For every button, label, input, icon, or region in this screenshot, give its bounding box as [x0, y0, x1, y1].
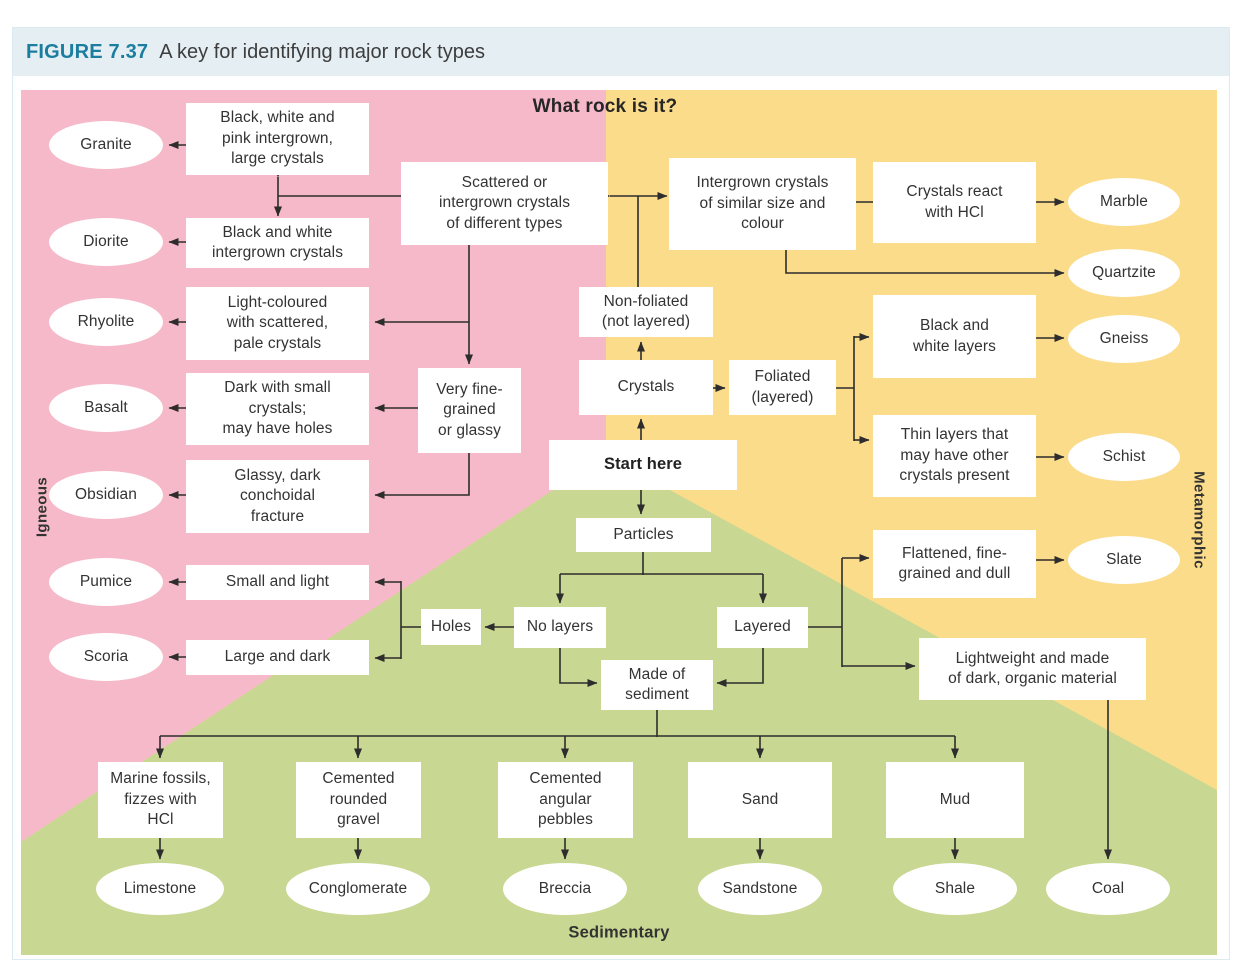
node-quartzite: Quartzite — [1068, 249, 1180, 297]
node-gneiss: Gneiss — [1068, 315, 1180, 363]
node-limestone: Limestone — [96, 863, 224, 915]
region-label-sedimentary: Sedimentary — [568, 923, 670, 942]
node-marine-fossils: Marine fossils, fizzes with HCl — [98, 762, 223, 838]
node-basalt: Basalt — [49, 384, 163, 432]
node-non-foliated: Non-foliated (not layered) — [579, 287, 713, 337]
node-start-here: Start here — [549, 440, 737, 490]
node-pumice-desc: Small and light — [186, 565, 369, 600]
node-rhyolite-desc: Light-coloured with scattered, pale crys… — [186, 287, 369, 360]
node-no-layers: No layers — [514, 607, 606, 648]
node-rhyolite: Rhyolite — [49, 298, 163, 346]
node-shale: Shale — [893, 863, 1017, 915]
node-scoria: Scoria — [49, 633, 163, 681]
node-foliated: Foliated (layered) — [729, 360, 836, 415]
node-diorite: Diorite — [49, 218, 163, 266]
node-pumice: Pumice — [49, 558, 163, 606]
figure-title: A key for identifying major rock types — [159, 40, 485, 63]
node-thin-layers: Thin layers that may have other crystals… — [873, 415, 1036, 497]
node-obsidian: Obsidian — [49, 471, 163, 519]
node-granite: Granite — [49, 121, 163, 169]
node-intergrown-similar: Intergrown crystals of similar size and … — [669, 158, 856, 250]
node-layered: Layered — [717, 607, 808, 648]
node-coal: Coal — [1046, 863, 1170, 915]
node-cemented-angular: Cemented angular pebbles — [498, 762, 633, 838]
node-holes: Holes — [421, 609, 481, 645]
rock-key-diagram: What rock is it? Granite Black, white and… — [21, 90, 1217, 955]
figure-header-band: FIGURE 7.37 A key for identifying major … — [13, 28, 1229, 76]
node-particles: Particles — [576, 518, 711, 552]
node-sand: Sand — [688, 762, 832, 838]
node-granite-desc: Black, white and pink intergrown, large … — [186, 103, 369, 175]
node-scoria-desc: Large and dark — [186, 640, 369, 675]
node-hcl-react: Crystals react with HCl — [873, 162, 1036, 243]
node-slate: Slate — [1068, 536, 1180, 584]
node-made-of-sediment: Made of sediment — [601, 660, 713, 710]
region-label-metamorphic: Metamorphic — [1190, 471, 1208, 569]
figure-number-label: FIGURE 7.37 — [26, 40, 149, 63]
node-mud: Mud — [886, 762, 1024, 838]
node-basalt-desc: Dark with small crystals; may have holes — [186, 373, 369, 445]
node-conglomerate: Conglomerate — [286, 863, 430, 915]
node-diorite-desc: Black and white intergrown crystals — [186, 218, 369, 268]
connector-arrows — [156, 141, 1112, 860]
node-breccia: Breccia — [503, 863, 627, 915]
node-sandstone: Sandstone — [698, 863, 822, 915]
node-cemented-rounded: Cemented rounded gravel — [296, 762, 421, 838]
diagram-question-title: What rock is it? — [532, 96, 678, 117]
node-schist: Schist — [1068, 433, 1180, 481]
node-flattened: Flattened, fine- grained and dull — [873, 530, 1036, 598]
node-scattered: Scattered or intergrown crystals of diff… — [401, 162, 608, 245]
node-obsidian-desc: Glassy, dark conchoidal fracture — [186, 460, 369, 533]
node-black-white-layers: Black and white layers — [873, 295, 1036, 378]
node-marble: Marble — [1068, 178, 1180, 226]
node-lightweight: Lightweight and made of dark, organic ma… — [919, 638, 1146, 700]
node-crystals: Crystals — [579, 360, 713, 415]
figure-card: FIGURE 7.37 A key for identifying major … — [12, 27, 1230, 960]
node-very-fine: Very fine- grained or glassy — [418, 368, 521, 453]
region-label-igneous: Igneous — [33, 476, 51, 538]
